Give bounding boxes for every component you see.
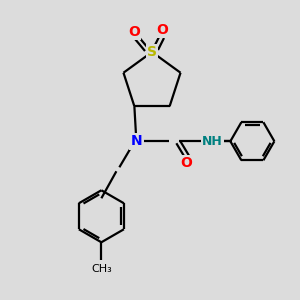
Text: O: O bbox=[128, 25, 140, 39]
Text: O: O bbox=[156, 23, 168, 37]
Text: S: S bbox=[147, 45, 157, 59]
Text: O: O bbox=[180, 156, 192, 170]
Text: N: N bbox=[130, 134, 142, 148]
Text: NH: NH bbox=[202, 135, 223, 148]
Text: CH₃: CH₃ bbox=[91, 264, 112, 274]
